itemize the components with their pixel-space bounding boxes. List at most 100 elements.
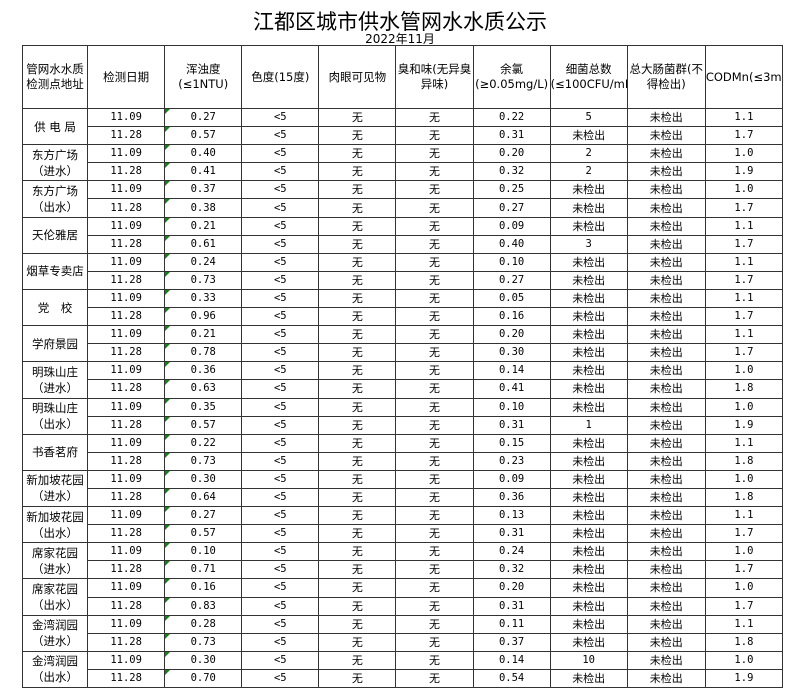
- data-cell: 0.10: [472, 397, 551, 417]
- data-cell: 未检出: [626, 650, 706, 670]
- data-cell: 0.57: [164, 524, 243, 544]
- data-cell: 0.61: [164, 234, 243, 254]
- data-cell: 无: [318, 650, 397, 670]
- table-row: 新加坡花园（进水） 11.09 0.30 <5 无无 0.09 未检出 未检出 1.0: [21, 469, 784, 508]
- data-cell: 未检出: [549, 524, 628, 544]
- data-cell: 未检出: [549, 578, 628, 598]
- data-cell: 0.22: [472, 107, 551, 128]
- data-cell: 1.0: [704, 469, 784, 489]
- table-row: 书香茗府 11.09 0.22 <5 无无 0.15 未检出 未检出 1.1: [21, 433, 784, 471]
- column-header: CODMn(≤3mg/L): [704, 45, 784, 109]
- data-cell: 无: [395, 487, 474, 508]
- data-cell: <5: [241, 379, 320, 399]
- table-row: 席家花园（出水） 11.09 0.16 <5 无无 0.20 未检出 未检出 1.0: [21, 578, 784, 616]
- data-cell: 1.0: [704, 361, 784, 381]
- location-cell: 明珠山庄（出水）: [21, 397, 89, 435]
- data-cell: 0.96: [164, 307, 243, 327]
- data-cell: 0.41: [164, 162, 243, 182]
- data-cell: 0.30: [472, 343, 551, 363]
- table-row: 明珠山庄（出水） 11.09 0.35 <5 无无 0.10 未检出 未检出 1.0: [21, 397, 784, 435]
- table-row: 新加坡花园（出水） 11.09 0.27 <5 无无 0.13 未检出 未检出 1.1: [21, 506, 784, 544]
- data-cell: 未检出: [549, 361, 628, 381]
- table-row: 东方广场（出水） 11.09 0.37 <5 无无 0.25 未检出 未检出 1.0: [21, 180, 784, 218]
- data-cell: 无: [318, 506, 397, 526]
- table-row: 11.28 0.96 <5 无无 0.16 未检出 未检出 1.7: [23, 307, 784, 327]
- data-cell: 0.73: [164, 632, 243, 652]
- data-cell: 0.31: [472, 415, 551, 435]
- data-cell: <5: [241, 216, 320, 236]
- table-row: 天伦雅居 11.09 0.21 <5 无无 0.09 未检出 未检出 1.1: [21, 216, 784, 254]
- data-cell: 0.37: [164, 180, 243, 200]
- location-cell: 东方广场（进水）: [21, 144, 89, 182]
- table-row: 11.28 0.64 <5 无无 0.36 未检出 未检出 1.8: [23, 487, 784, 508]
- data-cell: 未检出: [626, 126, 706, 146]
- data-cell: 11.09: [87, 252, 166, 272]
- data-cell: 无: [318, 361, 397, 381]
- location-cell: 金湾润园（出水）: [21, 650, 89, 689]
- data-cell: 11.09: [87, 180, 166, 200]
- data-cell: 未检出: [626, 162, 706, 182]
- location-cell: 新加坡花园（出水）: [21, 506, 89, 544]
- data-cell: 无: [395, 325, 474, 345]
- data-cell: 无: [318, 524, 397, 544]
- data-cell: 无: [318, 180, 397, 200]
- data-cell: 无: [318, 288, 397, 309]
- data-cell: 0.73: [164, 451, 243, 471]
- data-cell: <5: [241, 325, 320, 345]
- data-cell: 未检出: [626, 614, 706, 634]
- data-cell: 无: [395, 415, 474, 435]
- column-header: 检测日期: [87, 45, 166, 109]
- data-cell: 11.09: [87, 397, 166, 417]
- data-cell: 11.09: [87, 506, 166, 526]
- data-cell: 0.20: [472, 144, 551, 164]
- data-cell: <5: [241, 252, 320, 272]
- data-cell: 未检出: [549, 560, 628, 580]
- data-cell: <5: [241, 542, 320, 562]
- data-cell: <5: [241, 162, 320, 182]
- data-cell: 无: [318, 596, 397, 616]
- data-cell: 1.1: [704, 614, 784, 634]
- data-cell: 无: [395, 469, 474, 489]
- data-cell: 1.9: [704, 162, 784, 182]
- data-cell: 11.28: [87, 487, 166, 508]
- data-cell: 0.41: [472, 379, 551, 399]
- data-cell: <5: [241, 288, 320, 309]
- column-header: 肉眼可见物: [318, 45, 397, 109]
- data-cell: 未检出: [626, 343, 706, 363]
- data-cell: 1.1: [704, 252, 784, 272]
- data-cell: 无: [395, 107, 474, 128]
- data-cell: <5: [241, 596, 320, 616]
- data-cell: 无: [395, 524, 474, 544]
- data-cell: <5: [241, 578, 320, 598]
- data-cell: 未检出: [549, 451, 628, 471]
- data-cell: 无: [395, 144, 474, 164]
- location-cell: 党 校: [21, 288, 89, 327]
- data-cell: 无: [395, 451, 474, 471]
- table-row: 烟草专卖店 11.09 0.24 <5 无无 0.10 未检出 未检出 1.1: [21, 252, 784, 290]
- data-cell: 11.09: [87, 361, 166, 381]
- data-cell: 未检出: [626, 415, 706, 435]
- location-cell: 席家花园（进水）: [21, 542, 89, 580]
- location-cell: 明珠山庄（进水）: [21, 361, 89, 399]
- data-cell: 0.57: [164, 415, 243, 435]
- data-cell: 无: [395, 542, 474, 562]
- data-cell: 0.21: [164, 325, 243, 345]
- data-cell: 11.28: [87, 668, 166, 689]
- data-cell: 0.32: [472, 162, 551, 182]
- data-cell: 11.09: [87, 614, 166, 634]
- data-cell: 0.78: [164, 343, 243, 363]
- data-cell: 0.21: [164, 216, 243, 236]
- data-cell: 1.8: [704, 451, 784, 471]
- data-cell: 11.28: [87, 415, 166, 435]
- data-cell: 无: [318, 107, 397, 128]
- data-cell: 未检出: [626, 487, 706, 508]
- location-cell: 金湾润园（进水）: [21, 614, 89, 652]
- data-cell: 1.7: [704, 524, 784, 544]
- data-cell: <5: [241, 650, 320, 670]
- data-cell: 0.31: [472, 524, 551, 544]
- data-cell: 无: [395, 288, 474, 309]
- data-cell: 0.54: [472, 668, 551, 689]
- data-cell: 0.24: [472, 542, 551, 562]
- data-cell: 0.30: [164, 650, 243, 670]
- data-cell: 未检出: [626, 307, 706, 327]
